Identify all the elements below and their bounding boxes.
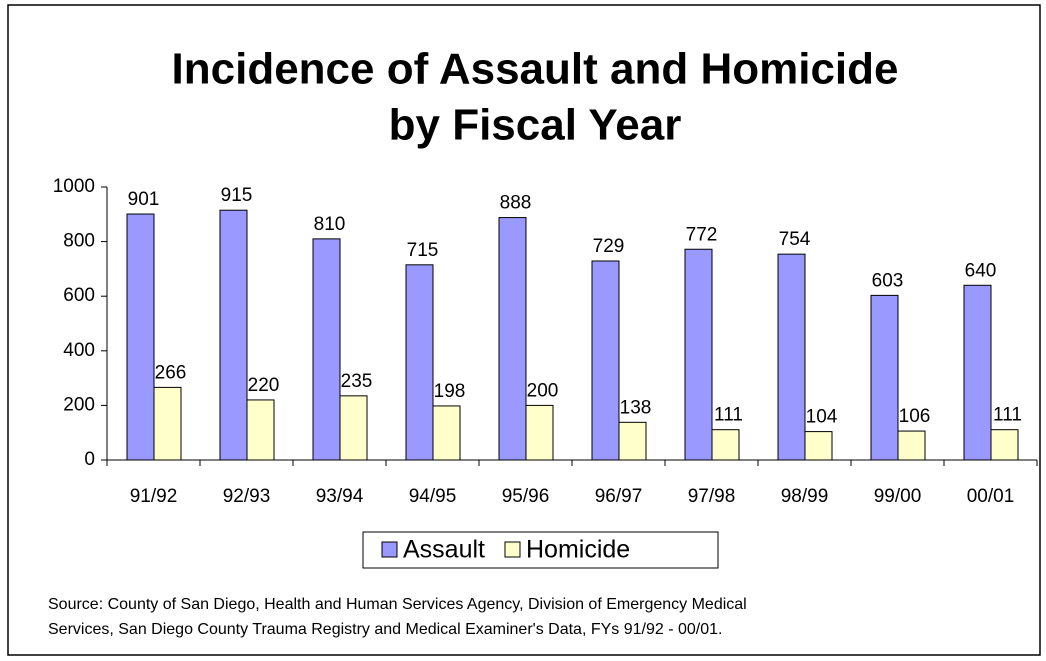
- data-label: 640: [965, 260, 997, 281]
- bar: [312, 238, 341, 461]
- bar: [870, 294, 899, 461]
- chart-title: Incidence of Assault and Homicide: [172, 45, 899, 94]
- data-label: 220: [248, 375, 280, 396]
- data-label: 104: [806, 407, 838, 428]
- data-label: 729: [593, 236, 625, 257]
- data-label: 772: [686, 224, 718, 245]
- bar: [591, 260, 620, 461]
- legend-swatch: [381, 541, 398, 558]
- data-label: 754: [779, 229, 811, 250]
- bar: [684, 248, 713, 461]
- x-tick-label: 98/99: [781, 486, 829, 507]
- source-note: Services, San Diego County Trauma Regist…: [48, 621, 722, 638]
- bar: [126, 213, 155, 461]
- y-tick-label: 200: [63, 394, 95, 415]
- legend-swatch: [504, 541, 521, 558]
- bar: [432, 405, 461, 461]
- data-label: 888: [500, 193, 532, 214]
- data-label: 235: [341, 371, 373, 392]
- bar: [711, 429, 740, 461]
- x-tick-label: 99/00: [874, 486, 922, 507]
- x-tick-label: 95/96: [502, 486, 550, 507]
- data-label: 200: [527, 380, 559, 401]
- data-label: 111: [993, 405, 1022, 426]
- bar: [777, 253, 806, 461]
- data-label: 106: [899, 406, 931, 427]
- y-tick-label: 1000: [53, 176, 95, 197]
- data-label: 198: [434, 381, 466, 402]
- chart-title: by Fiscal Year: [389, 101, 682, 150]
- bar: [153, 386, 182, 461]
- bar: [990, 429, 1019, 461]
- bar: [804, 431, 833, 461]
- x-tick-label: 97/98: [688, 486, 736, 507]
- x-tick-label: 92/93: [223, 486, 271, 507]
- data-label: 915: [221, 185, 253, 206]
- data-label: 603: [872, 270, 904, 291]
- bar: [618, 421, 647, 461]
- bar: [897, 430, 926, 461]
- x-tick-label: 94/95: [409, 486, 457, 507]
- data-label: 111: [714, 405, 743, 426]
- bar: [246, 399, 275, 461]
- bar: [339, 395, 368, 461]
- legend-label: Assault: [403, 536, 485, 564]
- data-label: 810: [314, 214, 346, 235]
- bar: [405, 264, 434, 461]
- data-label: 901: [128, 189, 160, 210]
- source-note: Source: County of San Diego, Health and …: [48, 596, 747, 613]
- y-tick-label: 600: [63, 285, 95, 306]
- bar: [219, 209, 248, 461]
- x-tick-label: 96/97: [595, 486, 643, 507]
- bar: [525, 404, 554, 461]
- x-tick-label: 00/01: [967, 486, 1015, 507]
- x-tick-label: 91/92: [130, 486, 178, 507]
- y-tick-label: 400: [63, 340, 95, 361]
- data-label: 138: [620, 397, 652, 418]
- data-label: 715: [407, 240, 439, 261]
- bar: [498, 217, 527, 461]
- y-tick-label: 800: [63, 231, 95, 252]
- x-tick-label: 93/94: [316, 486, 364, 507]
- y-tick-label: 0: [84, 449, 95, 470]
- legend-box: [362, 531, 719, 569]
- data-label: 266: [155, 362, 187, 383]
- bar: [963, 284, 992, 461]
- legend-label: Homicide: [526, 536, 630, 564]
